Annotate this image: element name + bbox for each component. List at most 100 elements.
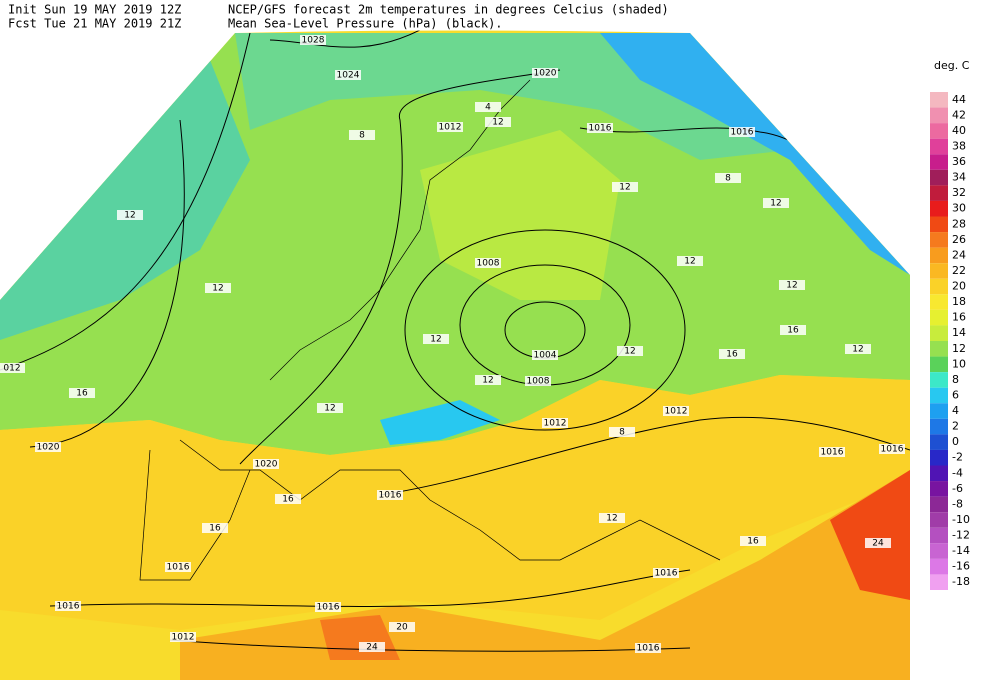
legend-label: 38 bbox=[952, 139, 966, 152]
legend-label: 24 bbox=[952, 248, 966, 261]
isobar-label: 1012 bbox=[172, 633, 195, 643]
temperature-label: 12 bbox=[770, 199, 781, 209]
isobars bbox=[0, 30, 910, 652]
legend-swatch bbox=[930, 481, 948, 497]
legend-label: -6 bbox=[952, 482, 963, 495]
legend-label: 26 bbox=[952, 233, 966, 246]
isobar-label-box bbox=[165, 562, 191, 572]
legend-swatch bbox=[930, 341, 948, 357]
isobar-label-box bbox=[315, 602, 341, 612]
legend-label: 40 bbox=[952, 124, 966, 137]
title-line: NCEP/GFS forecast 2m temperatures in deg… bbox=[228, 3, 669, 17]
temperature-label-box bbox=[865, 538, 891, 548]
legend-label: 22 bbox=[952, 264, 966, 277]
legend-swatch bbox=[930, 449, 948, 466]
legend-swatch bbox=[930, 123, 948, 139]
legend-label: 30 bbox=[952, 202, 966, 215]
temperature-label-box bbox=[69, 388, 95, 398]
isobar-label-box bbox=[335, 70, 361, 80]
legend-label: 20 bbox=[952, 280, 966, 293]
temperature-label: 12 bbox=[606, 514, 617, 524]
legend-label: 8 bbox=[952, 373, 959, 386]
isobar-label-box bbox=[525, 376, 551, 386]
legend-label: 6 bbox=[952, 388, 959, 401]
isobar-label: 1004 bbox=[534, 351, 557, 361]
isobar-label-box bbox=[532, 68, 558, 78]
isobar-label-box bbox=[0, 363, 25, 373]
temperature-label-box bbox=[719, 349, 745, 359]
isobar-label: 1016 bbox=[167, 563, 190, 573]
temp-field bbox=[0, 60, 250, 340]
temperature-label-box bbox=[202, 523, 228, 533]
legend-label: -10 bbox=[952, 513, 970, 526]
isobar-label-box bbox=[253, 459, 279, 469]
temperature-label: 12 bbox=[786, 281, 797, 291]
legend-title: deg. C bbox=[934, 59, 970, 72]
temperature-label-box bbox=[317, 403, 343, 413]
isobar-label-box bbox=[475, 258, 501, 268]
temperature-label-box bbox=[389, 622, 415, 632]
temperature-label: 12 bbox=[430, 335, 441, 345]
isobar-label: 1020 bbox=[255, 460, 278, 470]
temperature-label-box bbox=[359, 642, 385, 652]
temperature-label: 20 bbox=[396, 623, 408, 633]
legend-swatch bbox=[930, 512, 948, 528]
isobar-label: 1016 bbox=[731, 128, 754, 138]
legend-swatch bbox=[930, 527, 948, 544]
legend-label: 44 bbox=[952, 93, 966, 106]
isobar-label: 1016 bbox=[379, 491, 402, 501]
isobar-label-box bbox=[635, 643, 661, 653]
legend-label: -2 bbox=[952, 451, 963, 464]
legend: 4442403836343230282624222018161412108642… bbox=[930, 92, 970, 590]
isobar-label: 1016 bbox=[881, 445, 904, 455]
legend-label: 28 bbox=[952, 217, 966, 230]
legend-swatch bbox=[930, 574, 948, 590]
temperature-label: 12 bbox=[492, 118, 503, 128]
legend-swatch bbox=[930, 309, 948, 326]
temperature-label-box bbox=[205, 283, 231, 293]
temperature-label: 16 bbox=[726, 350, 738, 360]
legend-swatch bbox=[930, 232, 948, 248]
legend-label: -8 bbox=[952, 497, 963, 510]
isobar-label: 1016 bbox=[655, 569, 678, 579]
legend-label: 34 bbox=[952, 171, 966, 184]
temperature-label: 12 bbox=[482, 376, 493, 386]
legend-label: 16 bbox=[952, 311, 966, 324]
temperature-label-box bbox=[780, 325, 806, 335]
legend-swatch bbox=[930, 543, 948, 559]
temperature-label: 16 bbox=[787, 326, 799, 336]
temperature-label: 16 bbox=[747, 537, 759, 547]
isobar-label: 1024 bbox=[337, 71, 360, 81]
isobar-label: 1020 bbox=[534, 69, 557, 79]
temperature-label-box bbox=[779, 280, 805, 290]
temperature-label: 4 bbox=[485, 103, 491, 113]
legend-label: 18 bbox=[952, 295, 966, 308]
legend-swatch bbox=[930, 418, 948, 435]
legend-label: -4 bbox=[952, 466, 963, 479]
legend-swatch bbox=[930, 496, 948, 513]
temperature-label-box bbox=[599, 513, 625, 523]
legend-swatch bbox=[930, 216, 948, 233]
temperature-label-box bbox=[349, 130, 375, 140]
temperature-label: 8 bbox=[725, 174, 731, 184]
isobar-label-box bbox=[587, 123, 613, 133]
temperature-label: 12 bbox=[124, 211, 135, 221]
isobar-label-box bbox=[729, 127, 755, 137]
isobar-label-box bbox=[879, 444, 905, 454]
isobar-label: 1012 bbox=[665, 407, 688, 417]
isobar-label: 1016 bbox=[57, 602, 80, 612]
legend-swatch bbox=[930, 247, 948, 264]
isobar-label: 1012 bbox=[439, 123, 462, 133]
legend-swatch bbox=[930, 278, 948, 295]
fcst-line: Fcst Tue 21 MAY 2019 21Z bbox=[8, 17, 181, 31]
isobar-label-box bbox=[377, 490, 403, 500]
temperature-label-box bbox=[609, 427, 635, 437]
temperature-label: 24 bbox=[872, 539, 884, 549]
isobar-label-box bbox=[35, 442, 61, 452]
legend-swatch bbox=[930, 154, 948, 170]
isobar-label-box bbox=[532, 350, 558, 360]
isobar-label: 1008 bbox=[477, 259, 500, 269]
legend-swatch bbox=[930, 138, 948, 155]
isobar-label-box bbox=[819, 447, 845, 457]
